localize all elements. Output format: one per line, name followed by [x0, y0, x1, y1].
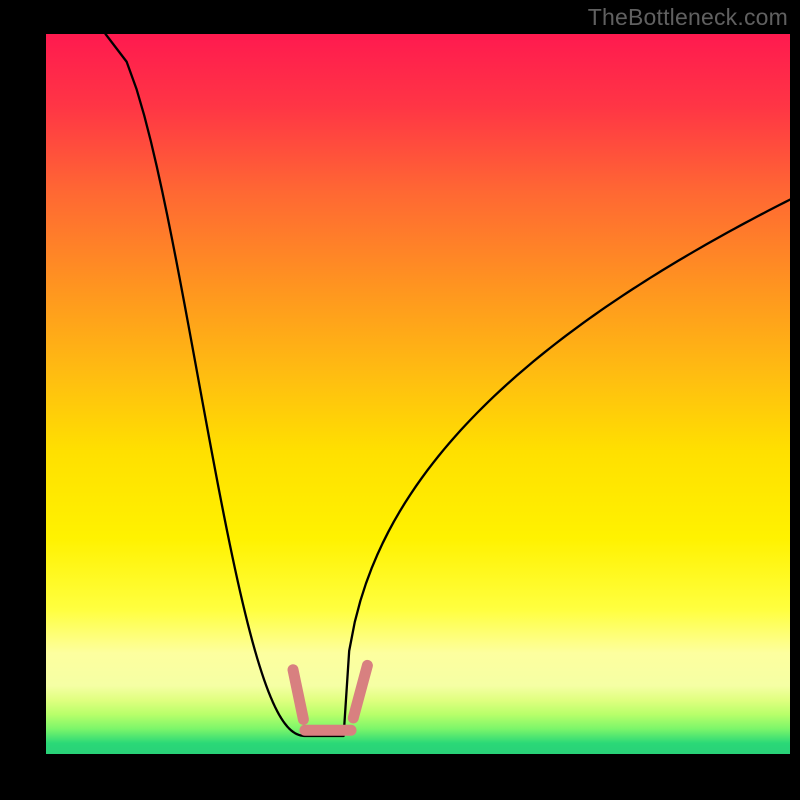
- chart-svg: [46, 34, 790, 754]
- gradient-background: [46, 34, 790, 754]
- watermark-text: TheBottleneck.com: [588, 4, 788, 31]
- figure-root: { "watermark": { "text": "TheBottleneck.…: [0, 0, 800, 800]
- plot-area: [46, 34, 790, 754]
